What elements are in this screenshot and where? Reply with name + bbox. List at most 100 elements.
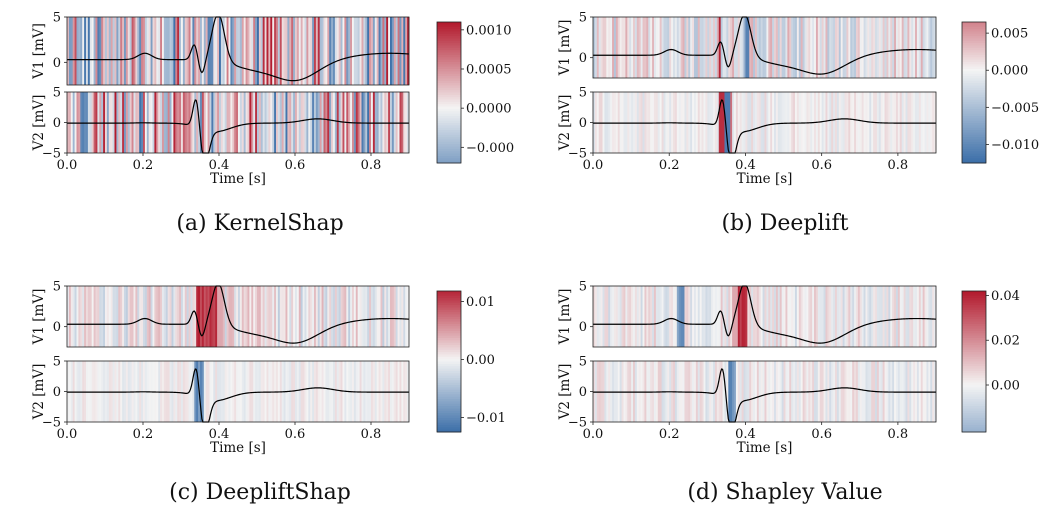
attribution-stripe (787, 92, 790, 153)
attribution-stripe (676, 286, 680, 347)
colorbar-segment (962, 158, 986, 162)
attribution-stripe (281, 286, 284, 347)
attribution-stripe (861, 286, 864, 347)
attribution-stripe (403, 361, 406, 422)
attribution-stripe (401, 361, 404, 422)
attribution-stripe (867, 286, 870, 347)
attribution-stripe (162, 361, 165, 422)
attribution-stripe (253, 17, 256, 85)
attribution-stripe (728, 17, 731, 78)
attribution-stripe (334, 92, 338, 153)
attribution-stripe (848, 17, 851, 78)
attribution-stripe (884, 17, 887, 78)
attribution-stripe (836, 286, 840, 347)
colorbar-segment (962, 66, 986, 70)
attribution-stripe (258, 17, 262, 85)
attribution-stripe (293, 17, 296, 85)
attribution-stripe (319, 286, 322, 347)
colorbar-segment (962, 153, 986, 157)
attribution-stripe (682, 17, 685, 78)
colorbar-segment (437, 85, 461, 89)
attribution-stripe (97, 92, 100, 153)
attribution-stripe (920, 286, 924, 347)
colorbar-segment (437, 104, 461, 108)
attribution-stripe (179, 92, 182, 153)
colorbar-segment (962, 85, 986, 89)
attribution-stripe (684, 286, 687, 347)
attribution-stripe (194, 361, 197, 422)
attribution-stripe (207, 361, 210, 422)
attribution-stripe (333, 17, 336, 85)
attribution-stripe (234, 92, 237, 153)
attribution-stripe (657, 286, 661, 347)
attribution-stripe (175, 361, 178, 422)
attribution-stripe (804, 17, 807, 78)
attribution-stripe (325, 361, 328, 422)
axes-frame (66, 16, 410, 86)
attribution-stripe (781, 92, 784, 153)
attribution-stripe (602, 361, 605, 422)
attribution-stripe (298, 92, 302, 153)
attribution-stripe (194, 286, 197, 347)
attribution-stripe (640, 286, 643, 347)
attribution-stripe (779, 17, 783, 78)
attribution-stripe (612, 361, 615, 422)
colorbar-segment (962, 43, 986, 46)
attribution-stripe (74, 361, 77, 422)
attribution-stripe (907, 286, 910, 347)
attribution-stripe (871, 286, 874, 347)
attribution-stripe (878, 17, 882, 78)
attribution-stripe (707, 361, 710, 422)
attribution-stripe (293, 361, 296, 422)
attribution-stripe (91, 17, 94, 85)
x-tick-label: 0.6 (285, 158, 306, 173)
attribution-stripe (638, 17, 642, 78)
colorbar-segment (437, 323, 461, 327)
attribution-stripe (825, 92, 828, 153)
attribution-stripe (407, 286, 410, 347)
attribution-stripe (749, 92, 752, 153)
attribution-stripe (610, 17, 613, 78)
attribution-stripe (137, 17, 140, 85)
attribution-stripe (934, 92, 937, 153)
colorbar-segment (962, 382, 986, 386)
attribution-stripe (247, 92, 250, 153)
attribution-stripe (888, 17, 891, 78)
colorbar-segment (962, 363, 986, 367)
attribution-stripe (264, 17, 267, 85)
attribution-stripe (669, 286, 672, 347)
attribution-stripe (819, 17, 823, 78)
attribution-stripe (150, 286, 153, 347)
attribution-stripe (659, 17, 662, 78)
attribution-stripe (209, 361, 212, 422)
colorbar-segment (962, 392, 986, 395)
attribution-stripe (718, 17, 722, 78)
attribution-stripe (789, 286, 792, 347)
colorbar-segment (962, 417, 986, 421)
attribution-stripe (855, 286, 859, 347)
colorbar-segment (962, 120, 986, 124)
attribution-stripe (772, 92, 775, 153)
attribution-stripe (374, 92, 378, 153)
attribution-stripe (901, 17, 905, 78)
colorbar-segment (437, 361, 461, 365)
attribution-stripe (249, 92, 252, 153)
lead-v2: 50−5V2 [mV] (557, 355, 937, 431)
attribution-stripe (321, 17, 324, 85)
attribution-stripe (596, 361, 600, 422)
attribution-stripe (101, 286, 104, 347)
attribution-stripe (103, 92, 106, 153)
attribution-stripe (359, 17, 362, 85)
attribution-stripe (932, 361, 935, 422)
attribution-stripe (633, 92, 636, 153)
attribution-stripe (87, 92, 91, 153)
colorbar-segment (437, 36, 461, 39)
attribution-stripe (156, 17, 159, 85)
attribution-stripe (762, 92, 765, 153)
attribution-stripe (169, 286, 172, 347)
colorbar-segment (437, 335, 461, 339)
attribution-stripe (713, 92, 716, 153)
attribution-stripe (829, 92, 832, 153)
colorbar-segment (437, 352, 461, 355)
attribution-stripe (930, 286, 933, 347)
